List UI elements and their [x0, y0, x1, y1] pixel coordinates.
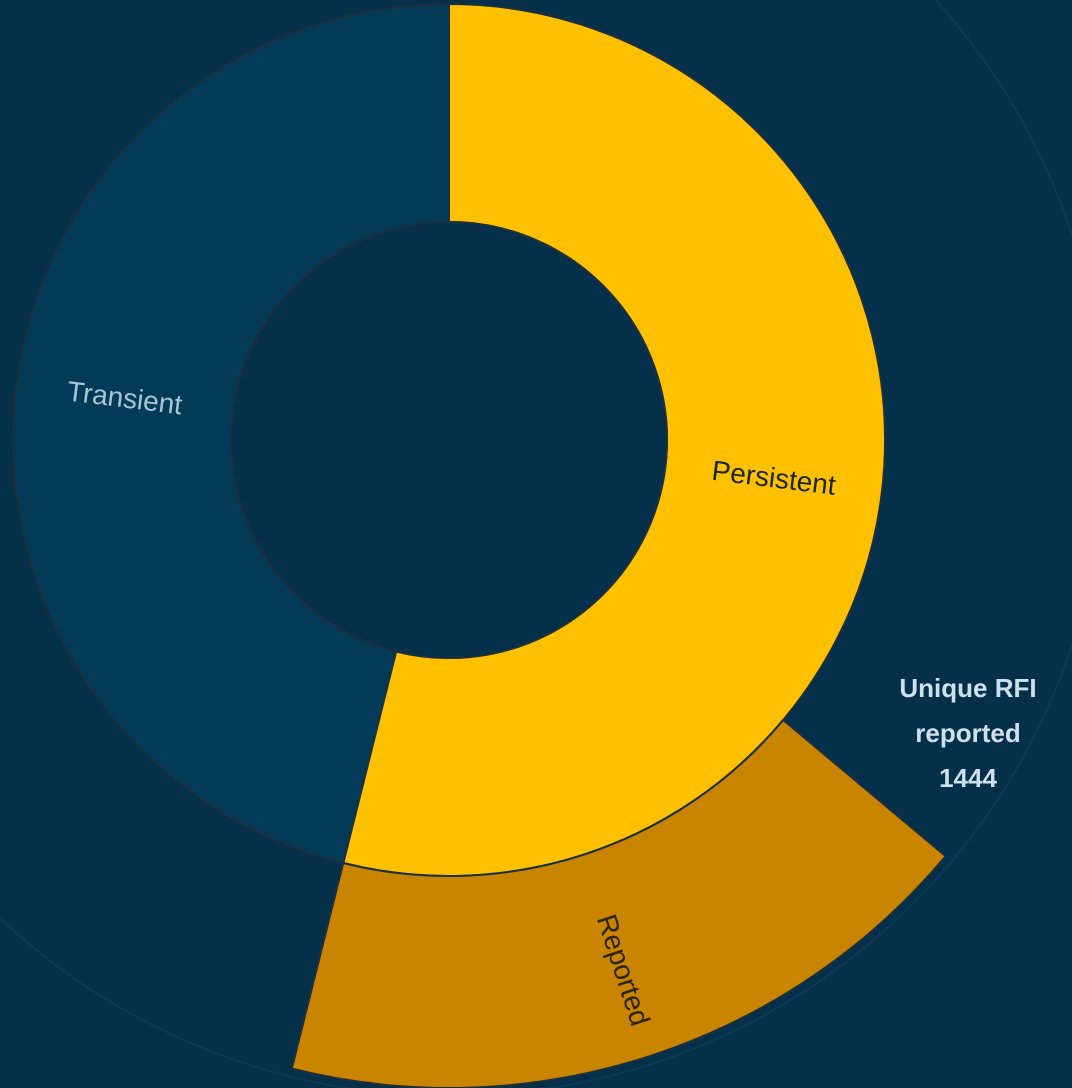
annotation: Unique RFI — [899, 673, 1036, 703]
hole — [230, 221, 668, 659]
annotation: reported — [915, 718, 1020, 748]
annotation: 1444 — [939, 763, 997, 793]
segment — [290, 718, 948, 1088]
